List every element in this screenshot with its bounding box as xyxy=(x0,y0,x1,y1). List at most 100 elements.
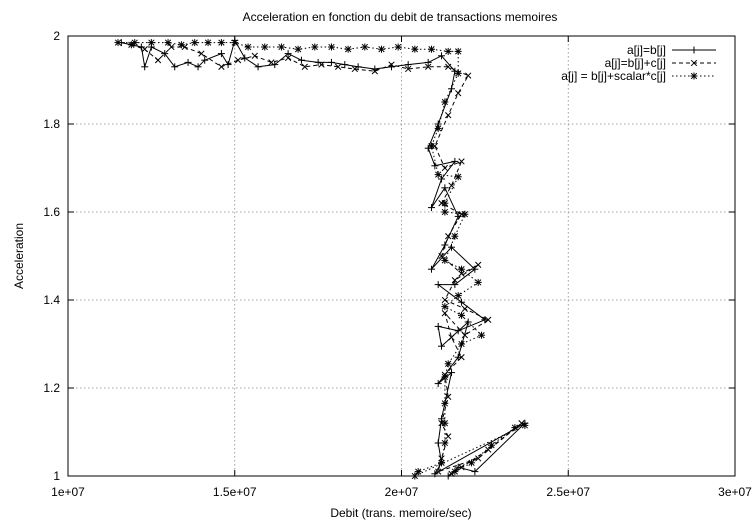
data-point xyxy=(458,340,466,348)
data-point xyxy=(451,468,459,476)
data-point xyxy=(465,72,472,79)
data-point xyxy=(441,310,449,317)
data-point xyxy=(294,45,302,53)
series-3 xyxy=(114,39,529,480)
data-point xyxy=(435,468,442,475)
data-point xyxy=(434,281,442,289)
data-point xyxy=(404,61,412,69)
data-point xyxy=(318,61,325,68)
data-point xyxy=(217,50,225,58)
data-point xyxy=(690,46,698,54)
data-point xyxy=(434,171,442,179)
legend-item: a[j] = b[j]+scalar*c[j] xyxy=(561,69,716,83)
series-layer xyxy=(114,36,529,480)
data-point xyxy=(441,419,449,427)
data-point xyxy=(448,182,455,189)
y-tick-label: 1.2 xyxy=(43,381,60,395)
data-point xyxy=(458,298,466,306)
y-tick-label: 1.8 xyxy=(43,117,60,131)
data-point xyxy=(394,43,402,51)
data-point xyxy=(441,439,449,447)
y-tick-label: 1.4 xyxy=(43,293,60,307)
data-point xyxy=(261,43,269,51)
data-point xyxy=(444,47,452,55)
data-point xyxy=(171,63,179,71)
data-point xyxy=(441,184,449,192)
data-point xyxy=(485,316,492,323)
data-point xyxy=(451,281,459,289)
data-point xyxy=(314,58,322,66)
data-point xyxy=(454,463,462,471)
data-point xyxy=(461,210,469,218)
series-line xyxy=(121,39,526,477)
data-point xyxy=(448,334,455,341)
data-point xyxy=(351,65,358,73)
axis-ticks: 1e+07 1.5e+07 2e+07 2.5e+07 3e+07 1 1.2 1.4 1.6 1… xyxy=(43,29,752,499)
data-point xyxy=(177,41,185,49)
data-point xyxy=(277,43,285,51)
legend-item: a[j]=b[j] xyxy=(627,43,716,57)
series-1 xyxy=(117,36,529,480)
data-point xyxy=(268,59,275,66)
data-point xyxy=(441,296,449,304)
data-point xyxy=(458,311,466,319)
data-point xyxy=(428,204,436,212)
y-tick-label: 1 xyxy=(53,469,60,483)
data-point xyxy=(468,459,476,467)
x-tick-label: 3e+07 xyxy=(718,485,752,499)
data-point xyxy=(428,265,436,273)
data-point xyxy=(445,433,452,440)
data-point xyxy=(441,373,449,381)
data-point xyxy=(168,43,175,51)
data-point xyxy=(361,43,369,51)
data-point xyxy=(445,63,452,70)
data-point xyxy=(434,380,442,388)
data-point xyxy=(438,52,446,60)
data-point xyxy=(428,142,436,150)
data-point xyxy=(464,318,472,326)
data-point xyxy=(511,424,519,432)
data-point xyxy=(311,43,319,51)
data-point xyxy=(488,441,496,449)
data-point xyxy=(441,164,449,172)
x-tick-label: 1.5e+07 xyxy=(213,485,257,499)
data-point xyxy=(690,72,698,80)
data-point xyxy=(458,265,466,273)
data-point xyxy=(690,59,698,67)
data-point xyxy=(191,39,199,47)
data-point xyxy=(441,98,449,106)
data-point xyxy=(154,57,162,64)
data-point xyxy=(341,61,349,69)
data-point xyxy=(114,39,122,47)
data-point xyxy=(471,468,479,476)
legend-label: a[j] = b[j]+scalar*c[j] xyxy=(561,69,666,83)
y-tick-label: 1.6 xyxy=(43,205,60,219)
data-point xyxy=(371,68,378,75)
data-point xyxy=(344,45,352,53)
data-point xyxy=(184,58,192,66)
data-point xyxy=(161,50,169,58)
data-point xyxy=(454,292,462,300)
x-axis-label: Debit (trans. memoire/sec) xyxy=(330,506,471,520)
series-line xyxy=(131,44,523,475)
data-point xyxy=(461,305,469,312)
data-point xyxy=(234,57,242,64)
data-point xyxy=(201,56,209,64)
data-point xyxy=(438,175,446,183)
data-point xyxy=(147,39,155,47)
data-point xyxy=(271,61,279,69)
data-point xyxy=(241,54,249,62)
data-point xyxy=(414,468,422,476)
data-point xyxy=(441,208,449,216)
y-tick-label: 2 xyxy=(53,29,60,43)
data-point xyxy=(131,39,139,47)
data-point xyxy=(434,439,442,447)
data-point xyxy=(454,69,462,77)
legend: a[j]=b[j]a[j]=b[j]+c[j]a[j] = b[j]+scala… xyxy=(561,43,716,83)
data-point xyxy=(438,252,445,260)
data-point xyxy=(455,90,462,97)
data-point xyxy=(388,61,395,68)
legend-label: a[j]=b[j]+c[j] xyxy=(605,56,666,70)
data-point xyxy=(141,63,149,71)
